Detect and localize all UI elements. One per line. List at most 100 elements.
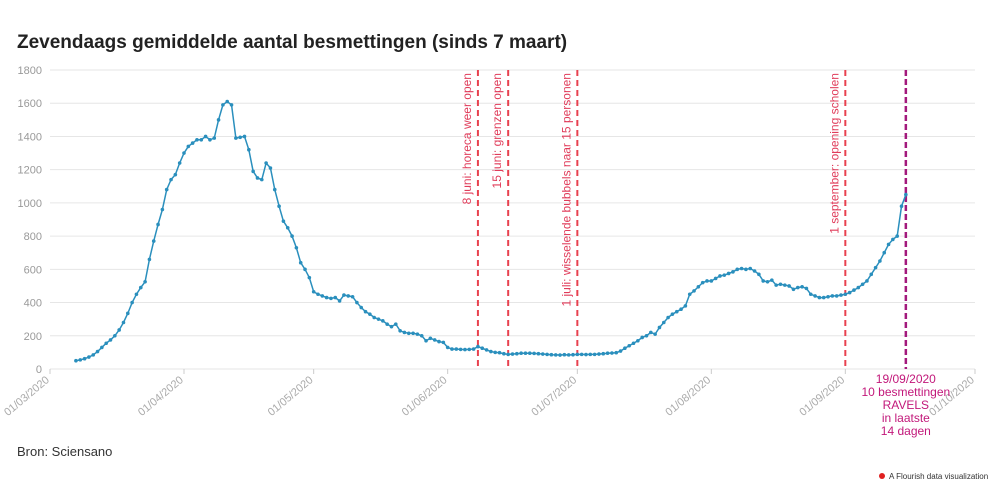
data-point <box>87 355 91 359</box>
data-point <box>463 347 467 352</box>
x-tick-label: 01/09/2020 <box>797 374 847 419</box>
data-point <box>536 351 541 356</box>
data-point <box>718 274 722 278</box>
data-point <box>259 177 264 182</box>
data-point <box>670 312 675 316</box>
data-point <box>627 343 632 348</box>
data-point <box>795 285 800 290</box>
data-point <box>277 204 281 209</box>
data-point <box>454 347 459 351</box>
data-point <box>532 351 536 356</box>
data-point <box>419 333 424 338</box>
data-point <box>221 103 225 107</box>
data-point <box>731 270 735 274</box>
data-point <box>757 272 761 277</box>
data-point <box>778 282 783 287</box>
data-point <box>904 192 908 197</box>
y-tick-label: 1200 <box>18 165 42 177</box>
y-tick-label: 1600 <box>18 98 42 110</box>
data-point <box>839 293 843 297</box>
data-point <box>355 300 359 305</box>
data-point <box>636 338 640 343</box>
data-point <box>242 134 247 139</box>
data-point <box>791 287 796 292</box>
x-tick-label: 01/04/2020 <box>136 374 186 419</box>
data-point <box>359 305 364 310</box>
data-point <box>783 283 787 287</box>
y-tick-label: 1800 <box>18 65 42 77</box>
data-point <box>173 172 178 177</box>
data-point <box>571 352 575 357</box>
data-point <box>540 352 545 356</box>
data-point <box>623 346 627 351</box>
data-point <box>389 324 394 329</box>
source: Bron: Sciensano <box>17 444 112 459</box>
data-point <box>852 288 856 292</box>
data-point <box>674 309 679 314</box>
data-point <box>402 330 407 335</box>
data-point <box>523 351 528 356</box>
data-point <box>787 284 791 288</box>
data-point <box>484 348 489 352</box>
data-point <box>432 338 437 342</box>
data-point <box>324 295 329 300</box>
data-point <box>804 286 809 291</box>
data-point <box>679 307 683 312</box>
data-point <box>774 283 778 287</box>
data-point <box>502 351 506 356</box>
data-point <box>770 278 774 282</box>
x-tick-label: 01/03/2020 <box>2 374 52 419</box>
data-point <box>372 315 376 320</box>
data-point <box>195 137 199 142</box>
data-point <box>294 245 299 250</box>
data-point <box>238 135 242 140</box>
y-tick-label: 800 <box>24 231 42 243</box>
data-point <box>666 315 670 320</box>
data-point <box>826 294 830 299</box>
highlight-label: RAVELS <box>883 398 929 412</box>
data-point <box>298 260 303 265</box>
data-point <box>761 279 766 283</box>
data-point <box>692 289 696 293</box>
x-tick-label: 01/08/2020 <box>663 374 713 419</box>
annotation-label: 15 juni: grenzen open <box>490 73 504 188</box>
highlight-label: in laatste <box>882 411 930 425</box>
data-point <box>337 299 342 303</box>
data-point <box>739 266 744 271</box>
data-point <box>117 328 121 332</box>
data-point <box>661 320 666 325</box>
x-tick-label: 01/07/2020 <box>529 374 579 419</box>
data-point <box>126 311 130 316</box>
data-point <box>428 336 433 341</box>
data-point <box>160 207 165 212</box>
data-point <box>865 279 869 283</box>
data-point <box>134 292 139 297</box>
data-point <box>649 330 653 335</box>
data-point <box>744 267 748 272</box>
data-point <box>151 239 156 243</box>
data-point <box>696 284 701 289</box>
data-point <box>700 280 705 285</box>
data-point <box>385 322 389 326</box>
data-point <box>164 187 169 192</box>
data-point <box>156 222 160 227</box>
data-point <box>437 339 441 344</box>
data-point <box>216 118 221 122</box>
data-point <box>834 294 839 298</box>
data-point <box>644 333 649 338</box>
data-point <box>631 341 636 346</box>
data-point <box>899 204 904 209</box>
data-point <box>618 349 623 353</box>
data-point <box>489 349 493 354</box>
data-point <box>78 358 83 362</box>
data-point <box>847 290 852 295</box>
data-point <box>891 237 895 242</box>
data-point <box>726 271 731 276</box>
data-point <box>748 266 753 271</box>
data-point <box>584 352 588 357</box>
data-point <box>95 349 100 354</box>
data-point <box>527 351 532 356</box>
data-point <box>553 353 558 357</box>
y-tick-label: 0 <box>36 364 42 376</box>
data-point <box>450 347 454 351</box>
